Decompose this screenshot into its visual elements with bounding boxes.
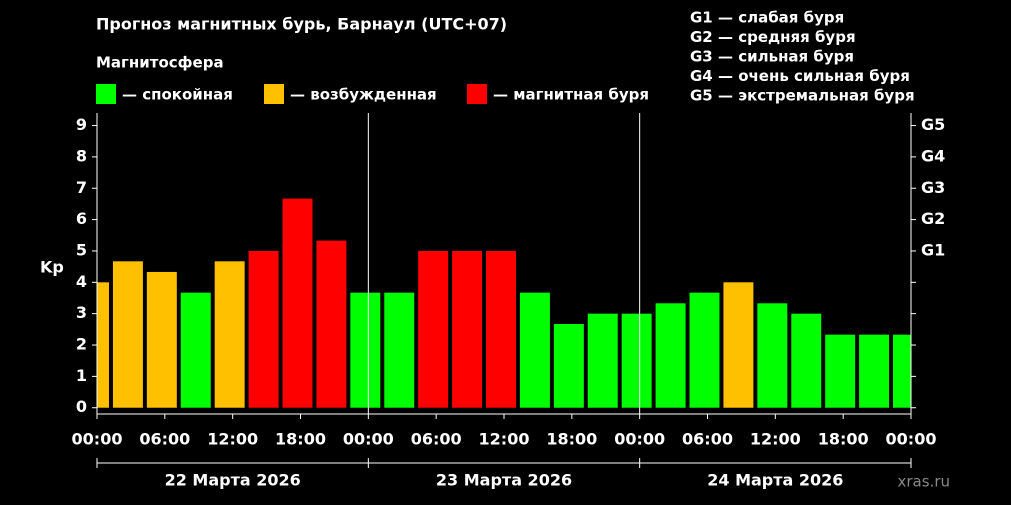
g-scale-label: G2 — средняя буря xyxy=(690,28,856,46)
watermark: xras.ru xyxy=(898,473,951,491)
legend-label: — возбужденная xyxy=(290,86,437,104)
g-scale-label: G1 — слабая буря xyxy=(690,9,844,27)
x-tick-label: 06:00 xyxy=(139,430,190,449)
y-tick-label: 7 xyxy=(76,178,87,197)
x-tick-label: 12:00 xyxy=(479,430,530,449)
legend-label: — спокойная xyxy=(122,86,233,104)
y-tick-label: 5 xyxy=(76,240,87,259)
x-tick-label: 18:00 xyxy=(818,430,869,449)
g-scale-label: G3 — сильная буря xyxy=(690,48,854,66)
y-tick-label: 0 xyxy=(76,397,87,416)
y-tick-label: 9 xyxy=(76,115,87,134)
day-label: 22 Марта 2026 xyxy=(165,471,301,490)
y-tick-label: 8 xyxy=(76,146,87,165)
bar xyxy=(486,250,516,408)
g-scale-label: G4 — очень сильная буря xyxy=(690,67,910,85)
x-tick-label: 06:00 xyxy=(411,430,462,449)
chart-title: Прогноз магнитных бурь, Барнаул (UTC+07) xyxy=(96,15,507,34)
y-tick-label: 3 xyxy=(76,303,87,322)
bar xyxy=(112,261,143,408)
y-tick-label: 6 xyxy=(76,209,87,228)
bar xyxy=(452,250,483,408)
g-scale-label: G5 — экстремальная буря xyxy=(690,87,915,105)
x-tick-label: 18:00 xyxy=(546,430,597,449)
x-tick-label: 00:00 xyxy=(343,430,394,449)
x-tick-label: 06:00 xyxy=(682,430,733,449)
y-axis-label: Kp xyxy=(40,258,64,277)
bar xyxy=(655,303,686,408)
legend-label: — магнитная буря xyxy=(493,86,649,104)
bar xyxy=(350,292,381,408)
bar xyxy=(214,261,245,408)
bar xyxy=(553,324,584,408)
x-tick-label: 00:00 xyxy=(614,430,665,449)
y2-tick-label: G5 xyxy=(921,115,945,134)
bar xyxy=(621,313,652,408)
x-tick-label: 00:00 xyxy=(886,430,937,449)
bar xyxy=(689,292,720,408)
bar xyxy=(97,282,109,408)
y2-tick-label: G1 xyxy=(921,240,945,259)
y2-tick-label: G2 xyxy=(921,209,945,228)
bars xyxy=(97,198,911,408)
day-label: 24 Марта 2026 xyxy=(707,471,843,490)
x-tick-label: 12:00 xyxy=(750,430,801,449)
y2-tick-label: G4 xyxy=(921,146,945,165)
bar xyxy=(180,292,211,408)
legend-swatch xyxy=(264,84,284,104)
bar xyxy=(723,282,754,408)
bar xyxy=(587,313,618,408)
legend-swatch xyxy=(96,84,116,104)
bar xyxy=(282,198,313,408)
x-tick-label: 00:00 xyxy=(72,430,123,449)
legend-swatch xyxy=(467,84,487,104)
day-label: 23 Марта 2026 xyxy=(436,471,572,490)
bar xyxy=(418,250,449,408)
y-tick-label: 2 xyxy=(76,335,87,354)
bar xyxy=(791,313,822,408)
bar xyxy=(859,334,890,408)
legend-title: Магнитосфера xyxy=(96,54,224,72)
x-tick-label: 18:00 xyxy=(275,430,326,449)
bar xyxy=(248,250,279,408)
bar xyxy=(316,240,347,408)
bar xyxy=(519,292,550,408)
bar xyxy=(893,334,911,408)
y-tick-label: 4 xyxy=(76,272,87,291)
bar xyxy=(757,303,788,408)
bar xyxy=(384,292,415,408)
bar xyxy=(825,334,856,408)
x-tick-label: 12:00 xyxy=(207,430,258,449)
y-tick-label: 1 xyxy=(76,366,87,385)
y2-tick-label: G3 xyxy=(921,178,945,197)
bar xyxy=(146,271,177,408)
